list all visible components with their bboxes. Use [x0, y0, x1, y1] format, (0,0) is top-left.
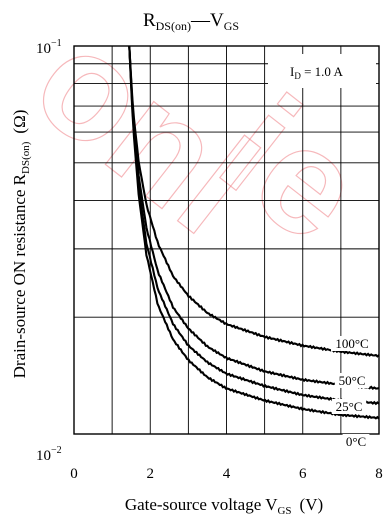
y-tick-bottom-base: 10	[36, 448, 51, 464]
x-axis-label-subscript: GS	[277, 505, 291, 517]
watermark: onl ie	[5, 0, 383, 274]
x-tick-label: 2	[147, 466, 155, 482]
y-tick-top-exponent: −1	[51, 38, 62, 49]
title-r: R	[143, 10, 156, 31]
title-v-subscript: GS	[224, 19, 239, 33]
x-tick-labels: 0 2 4 6 8	[70, 466, 383, 482]
y-tick-top: 10−1	[36, 38, 62, 57]
condition-value: = 1.0 A	[301, 64, 344, 79]
condition-box	[268, 54, 376, 88]
x-tick-label: 6	[299, 466, 307, 482]
series-label: 100°C	[335, 336, 368, 351]
title-r-subscript: DS(on)	[156, 19, 191, 33]
y-axis-label-subscript: DS(on)	[20, 141, 32, 174]
series-label-background	[334, 373, 370, 388]
x-tick-label: 4	[223, 466, 231, 482]
y-tick-bottom: 10−2	[36, 445, 62, 464]
y-tick-top-base: 10	[36, 41, 51, 57]
series-labels: 100°C 50°C 25°C 0°C	[331, 336, 373, 449]
y-tick-bottom-exponent: −2	[51, 445, 62, 456]
x-axis-label-unit: (V)	[300, 495, 324, 514]
condition-i: I	[290, 64, 294, 79]
series-label-background	[342, 434, 370, 449]
title-v: V	[210, 10, 224, 31]
x-tick-label: 8	[375, 466, 383, 482]
x-axis-label: Gate-source voltage VGS (V)	[125, 495, 323, 517]
condition-label: ID = 1.0 A	[290, 64, 343, 81]
condition-i-subscript: D	[294, 71, 301, 81]
series-line-0c	[128, 45, 380, 420]
y-axis-label: Drain-source ON resistance RDS(on) (Ω)	[10, 110, 32, 379]
series-label: 50°C	[339, 373, 366, 388]
x-axis-label-text: Gate-source voltage V	[125, 495, 278, 514]
chart-title: RDS(on)—VGS	[143, 10, 239, 33]
series-label-background	[331, 336, 373, 351]
title-dash: —	[190, 10, 211, 31]
series-label-background	[331, 399, 367, 414]
series-line-100c	[128, 45, 380, 358]
series-label: 25°C	[336, 399, 363, 414]
y-axis-label-unit: (Ω)	[10, 110, 29, 134]
x-tick-label: 0	[70, 466, 78, 482]
y-axis-label-text: Drain-source ON resistance R	[10, 173, 29, 378]
grid-lines	[74, 46, 379, 434]
plot-frame	[73, 45, 380, 435]
series-label: 0°C	[346, 434, 366, 449]
